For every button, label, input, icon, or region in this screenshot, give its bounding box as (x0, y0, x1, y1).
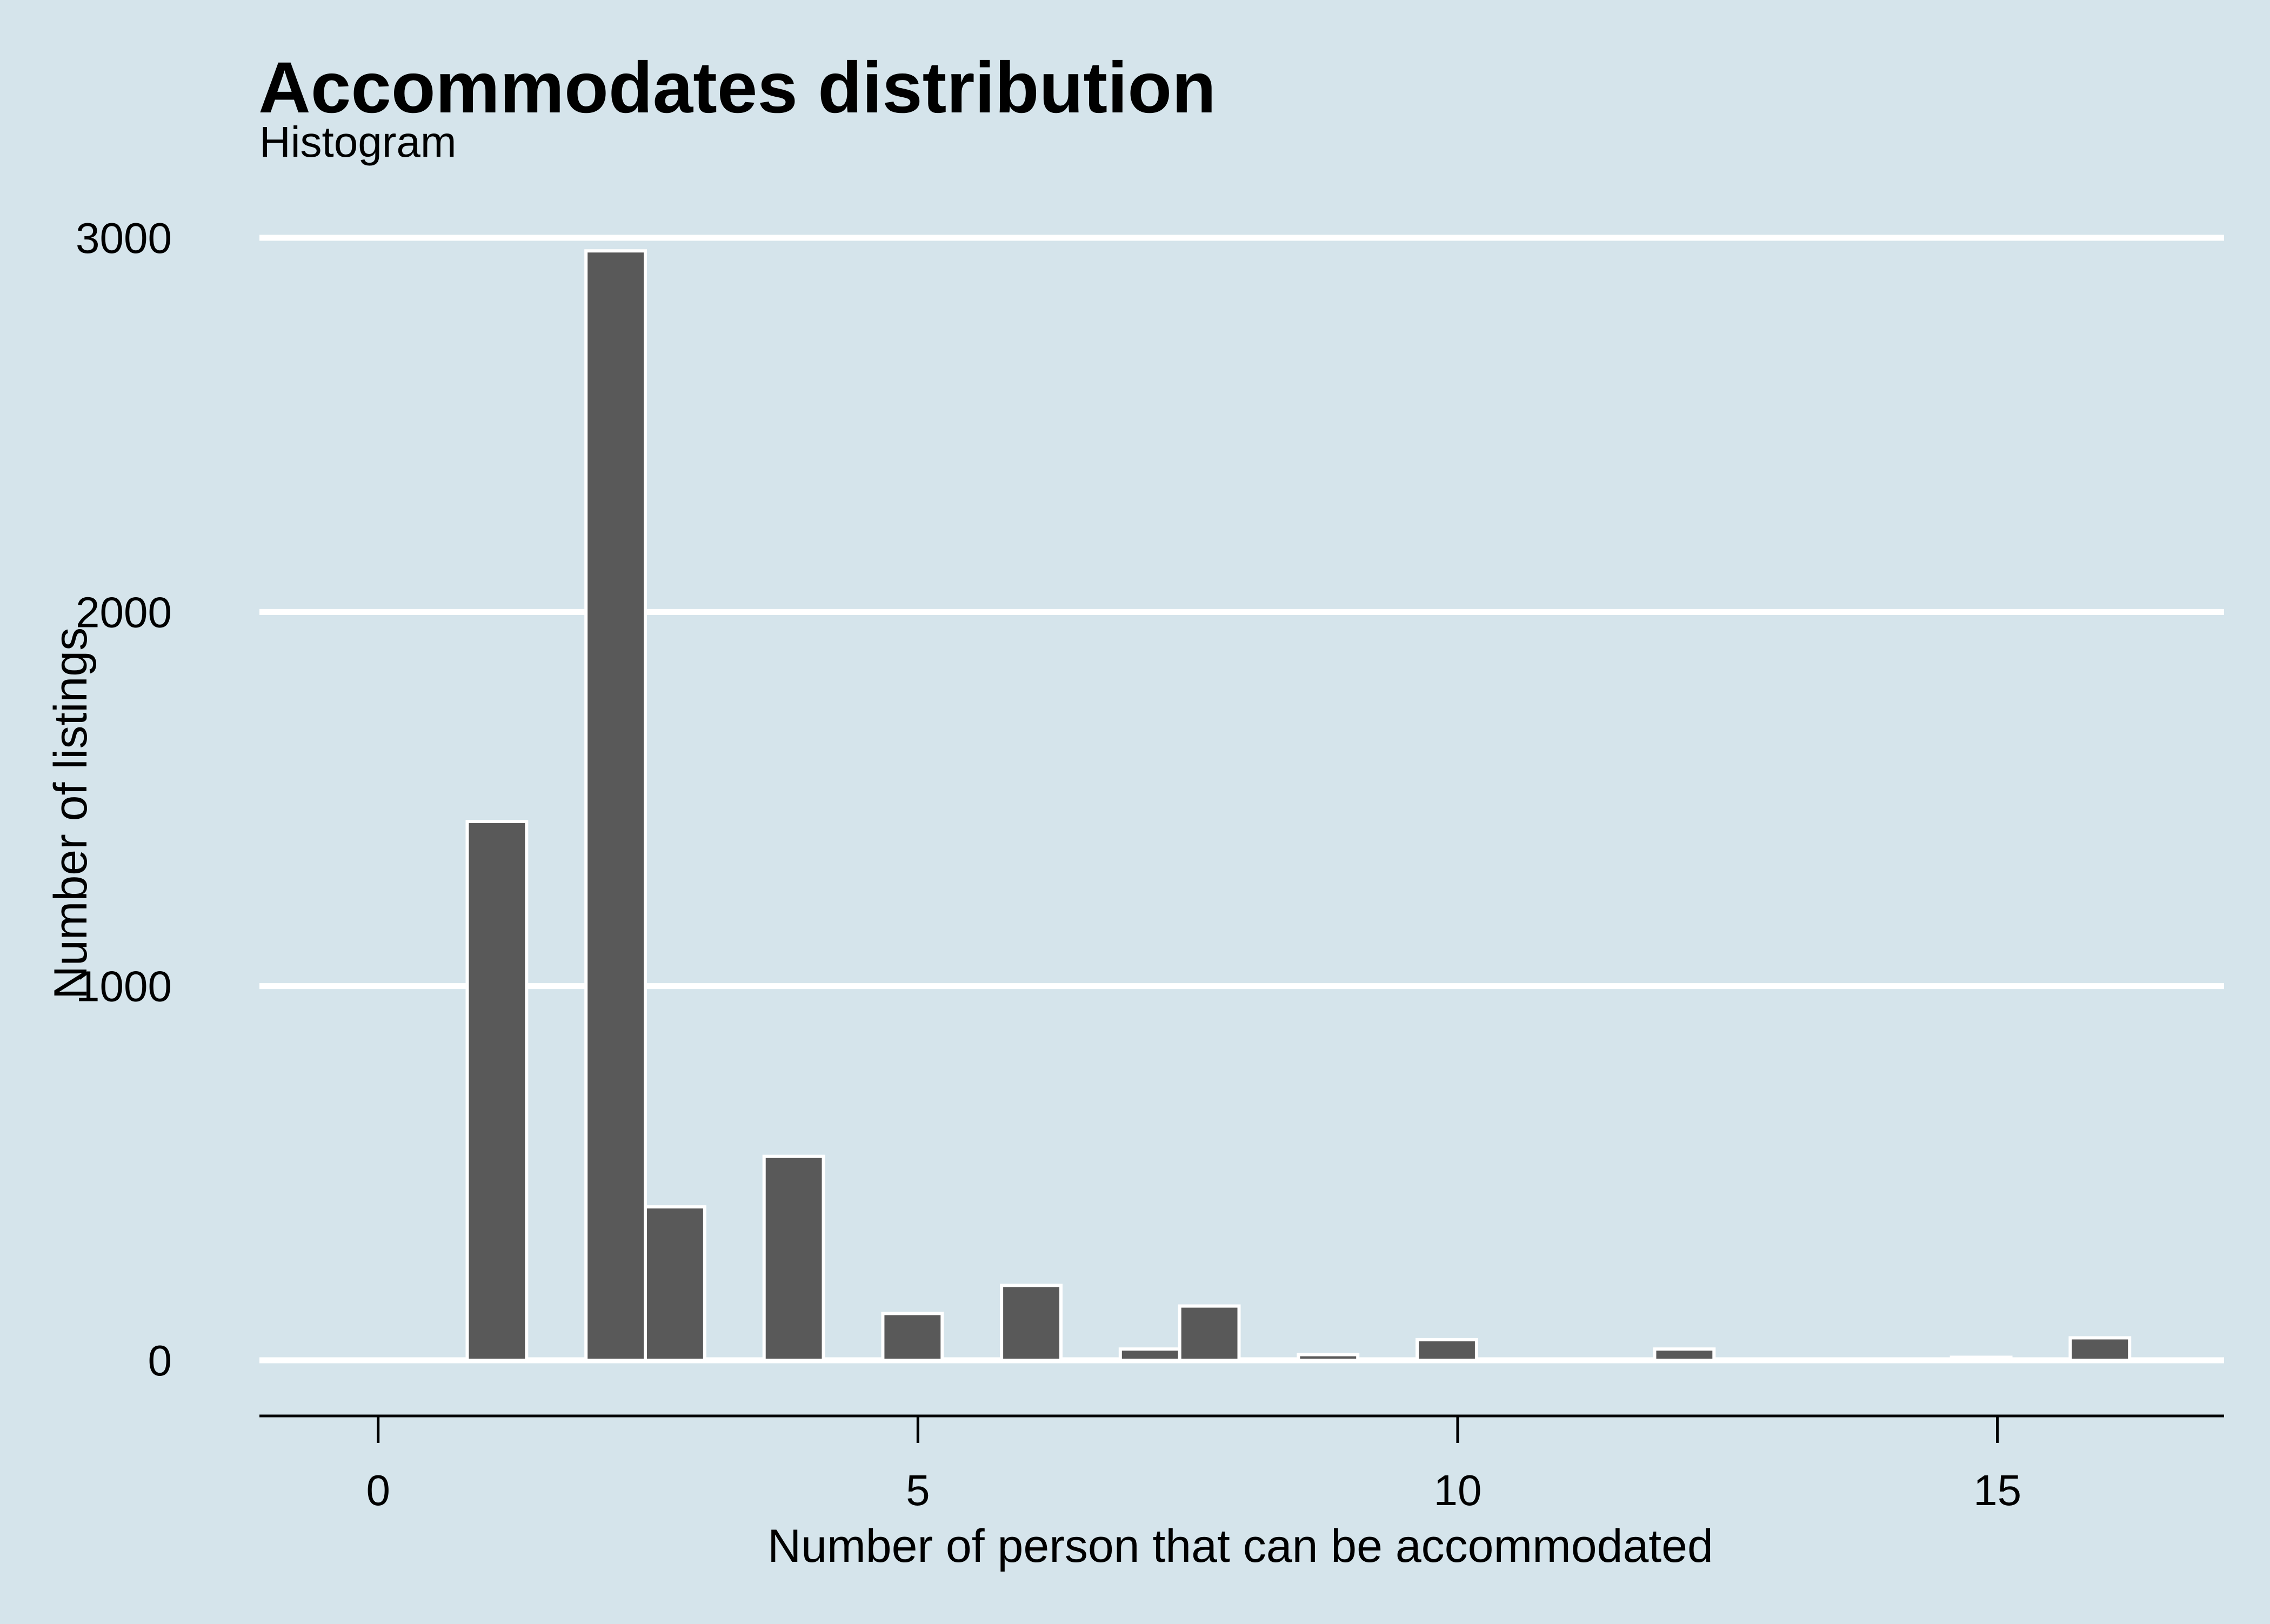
histogram-bar-2 (644, 1205, 706, 1362)
x-axis-title: Number of person that can be accommodate… (767, 1520, 1713, 1572)
chart-subtitle: Histogram (259, 118, 457, 166)
histogram-bars (465, 249, 2132, 1362)
y-tick-label-2000: 2000 (76, 588, 172, 636)
y-tick-label-1000: 1000 (76, 963, 172, 1011)
histogram-bar-1 (584, 249, 647, 1362)
histogram-bar-14 (2068, 1336, 2132, 1362)
histogram-bar-5 (1000, 1284, 1063, 1362)
histogram-bar-9 (1416, 1338, 1478, 1362)
x-axis-ticks: 0 5 10 15 (366, 1416, 2021, 1514)
x-tick-label-10: 10 (1433, 1466, 1481, 1514)
x-tick-label-15: 15 (1973, 1466, 2021, 1514)
chart-title: Accommodates distribution (258, 48, 1216, 128)
histogram-bar-6 (1118, 1347, 1181, 1362)
histogram-bar-3 (762, 1154, 825, 1362)
histogram-bar-8 (1297, 1353, 1360, 1362)
histogram-bar-4 (881, 1312, 944, 1362)
y-tick-label-0: 0 (148, 1336, 172, 1385)
histogram-bar-11 (1653, 1347, 1716, 1362)
histogram-bar-0 (465, 820, 529, 1362)
x-tick-label-5: 5 (906, 1466, 930, 1514)
y-axis-title: Number of listings (45, 627, 97, 999)
y-tick-labels: 0 1000 2000 3000 (76, 214, 172, 1385)
histogram-bar-7 (1178, 1304, 1241, 1362)
histogram-bar-13 (1949, 1355, 2013, 1362)
y-tick-label-3000: 3000 (76, 214, 172, 262)
histogram-bar-10 (1534, 1357, 1597, 1362)
x-tick-label-0: 0 (366, 1466, 390, 1514)
